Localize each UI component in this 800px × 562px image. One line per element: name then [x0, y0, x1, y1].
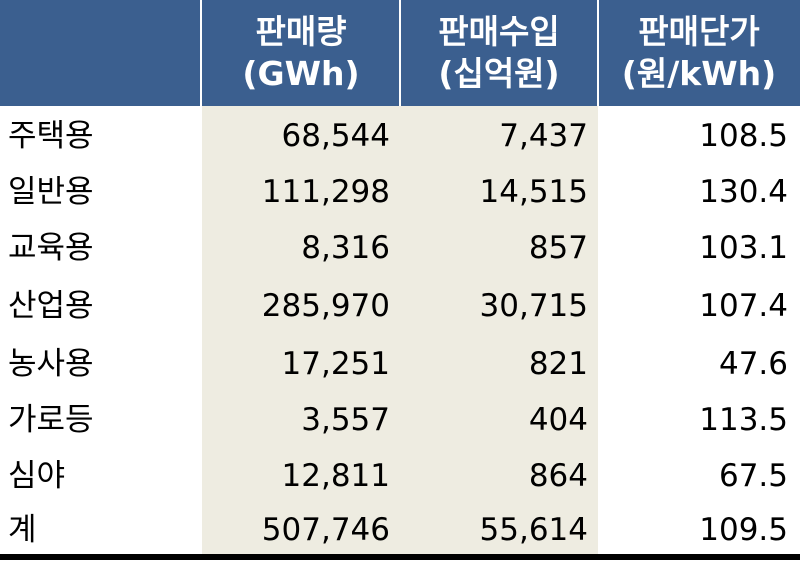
table-row: 주택용 68,544 7,437 108.5 [0, 108, 800, 164]
table-row: 교육용 8,316 857 103.1 [0, 220, 800, 276]
unit-price-cell: 67.5 [718, 458, 788, 494]
sales-revenue-cell: 404 [528, 402, 588, 438]
unit-price-cell: 108.5 [699, 118, 788, 154]
sales-volume-cell: 3,557 [301, 402, 390, 438]
table-row: 일반용 111,298 14,515 130.4 [0, 164, 800, 220]
sales-revenue-cell: 821 [528, 346, 588, 382]
unit-price-cell: 109.5 [699, 512, 788, 548]
sales-volume-cell: 8,316 [301, 230, 390, 266]
header-sales-revenue: 판매수입 (십억원) [400, 0, 598, 106]
sales-volume-cell: 12,811 [281, 458, 390, 494]
row-label: 계 [8, 512, 37, 548]
table-row: 산업용 285,970 30,715 107.4 [0, 278, 800, 334]
header-sales-revenue-unit: (십억원) [438, 54, 560, 93]
table-header: 판매량 (GWh) 판매수입 (십억원) 판매단가 (원/kWh) [0, 0, 800, 106]
header-unit-price-title: 판매단가 [638, 12, 760, 51]
bottom-border-rule [0, 554, 800, 560]
sales-volume-cell: 17,251 [281, 346, 390, 382]
sales-revenue-cell: 30,715 [479, 288, 588, 324]
header-divider [399, 0, 401, 106]
table-row: 심야 12,811 864 67.5 [0, 448, 800, 504]
sales-revenue-cell: 14,515 [479, 174, 588, 210]
shaded-columns-background [202, 106, 598, 554]
header-sales-revenue-title: 판매수입 [438, 12, 560, 51]
row-label: 산업용 [8, 288, 94, 324]
sales-revenue-cell: 55,614 [479, 512, 588, 548]
sales-volume-cell: 111,298 [261, 174, 390, 210]
row-label: 농사용 [8, 346, 94, 382]
header-divider [597, 0, 599, 106]
unit-price-cell: 113.5 [699, 402, 788, 438]
row-label: 가로등 [8, 402, 94, 438]
unit-price-cell: 103.1 [699, 230, 788, 266]
sales-volume-cell: 285,970 [261, 288, 390, 324]
header-divider [200, 0, 202, 106]
header-unit-price-unit: (원/kWh) [621, 54, 777, 93]
header-sales-volume: 판매량 (GWh) [202, 0, 400, 106]
sales-volume-cell: 507,746 [261, 512, 390, 548]
sales-volume-cell: 68,544 [281, 118, 390, 154]
header-sales-volume-unit: (GWh) [242, 54, 360, 93]
table-row: 가로등 3,557 404 113.5 [0, 392, 800, 448]
row-label: 일반용 [8, 174, 94, 210]
sales-revenue-cell: 864 [528, 458, 588, 494]
row-label: 주택용 [8, 118, 94, 154]
header-unit-price: 판매단가 (원/kWh) [598, 0, 800, 106]
unit-price-cell: 47.6 [718, 346, 788, 382]
row-label: 교육용 [8, 230, 94, 266]
sales-revenue-cell: 7,437 [499, 118, 588, 154]
total-row: 계 507,746 55,614 109.5 [0, 502, 800, 558]
unit-price-cell: 130.4 [699, 174, 788, 210]
unit-price-cell: 107.4 [699, 288, 788, 324]
header-sales-volume-title: 판매량 [255, 12, 347, 51]
sales-revenue-cell: 857 [528, 230, 588, 266]
row-label: 심야 [8, 458, 66, 494]
table-row: 농사용 17,251 821 47.6 [0, 336, 800, 392]
